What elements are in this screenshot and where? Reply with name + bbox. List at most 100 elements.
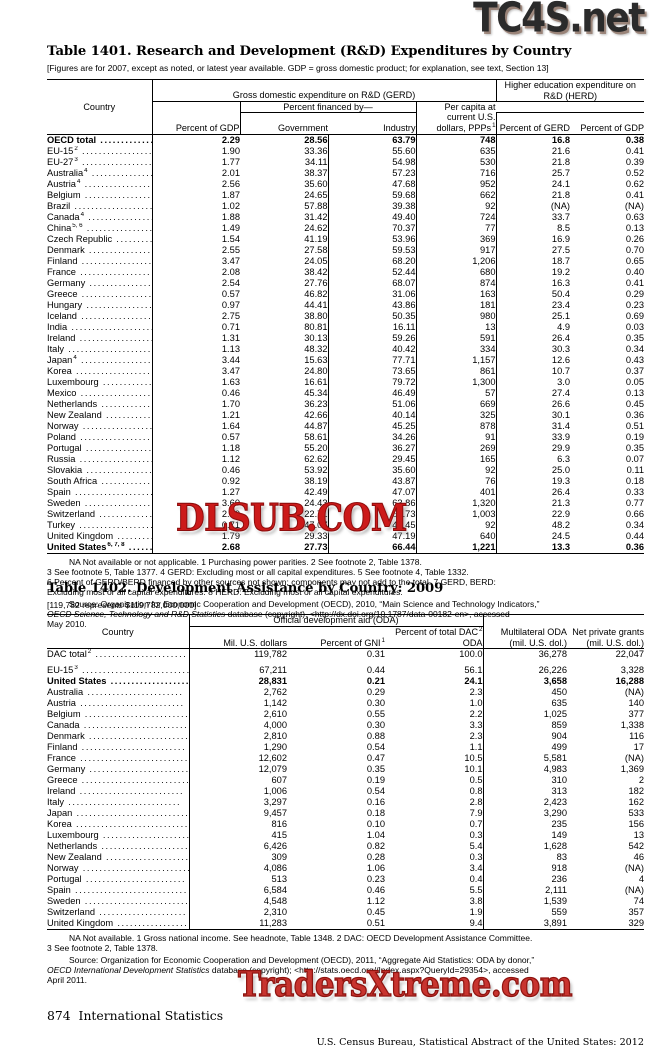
row-label: Korea ........................... — [47, 819, 189, 830]
table-cell: 30.3 — [495, 343, 571, 355]
table-row: Spain .....................1.27 42.4947.0… — [47, 486, 644, 498]
table-row: New Zealand ...............1.21 42.6640.1… — [47, 409, 644, 421]
leader-dots: ........................... — [71, 819, 189, 830]
table-cell: 13 — [415, 321, 497, 333]
col-header-per-capita: Per capita at current U.S. dollars, PPPs… — [415, 101, 497, 135]
table-cell: 15.63 — [304, 354, 328, 365]
leader-dots: ........................... — [72, 808, 189, 819]
row-label-text: Portugal — [47, 874, 82, 885]
row-label: Portugal ........................ — [47, 874, 189, 885]
table-row: Sweden .......................... 4,548 1.… — [47, 896, 644, 908]
table-cell: 21.6 — [495, 145, 571, 157]
table-cell: 1,539 — [482, 896, 567, 908]
leader-dots: ......................... — [75, 786, 185, 797]
table-cell: 0.63 — [625, 211, 645, 222]
col-header-government: Government — [239, 112, 328, 135]
table-cell: 55.60 — [327, 145, 416, 157]
row-label-text: Russia — [47, 453, 76, 464]
table-cell: 235 — [482, 819, 567, 831]
table-cell: 2.3 — [469, 731, 483, 742]
table-cell: 22,047 — [615, 649, 644, 660]
table-cell: 1.27 — [151, 486, 240, 498]
table-row: Turkey ....................0.71 47.0748.4… — [47, 519, 644, 531]
table-cell: 0.51 — [366, 918, 385, 929]
leader-dots: ............ — [116, 233, 152, 244]
table-cell: 724 — [415, 211, 497, 223]
leader-dots: .................. — [86, 464, 152, 475]
table-cell: 7.9 — [469, 808, 483, 819]
table-row: Ireland ................... 1.31 30.13 59.2… — [47, 332, 644, 344]
table-cell: 29.9 — [495, 442, 571, 454]
table-cell: 48.2 — [495, 519, 571, 531]
table-cell: 3,297 — [188, 797, 287, 809]
row-label: Greece .................... — [47, 289, 152, 300]
table-cell: 35.60 — [327, 464, 416, 476]
row-label: DAC total2 ...................... — [47, 649, 189, 661]
row-label: Czech Republic ............ — [47, 234, 152, 245]
table-cell: 0.3 — [469, 830, 483, 841]
spacer-cell — [188, 660, 287, 666]
row-label: Canada .......................... — [47, 720, 189, 731]
table-cell: (NA) — [624, 200, 645, 211]
table-cell: 11,283 — [188, 918, 287, 930]
table-cell: 41.19 — [304, 233, 328, 244]
row-label-text: Canada — [47, 720, 80, 731]
table-cell: 31.06 — [327, 288, 416, 300]
leader-dots: ................ — [100, 134, 152, 145]
table-cell: 0.13 — [625, 387, 645, 398]
leader-dots: ........................... — [70, 885, 188, 896]
table-cell: 44.41 — [304, 299, 328, 310]
table-cell: 1.1 — [469, 742, 483, 753]
table-cell: 36.23 — [304, 398, 328, 409]
table-cell: 0.21 — [366, 676, 385, 687]
leader-dots: .............. — [101, 475, 152, 486]
table-cell: 0.66 — [625, 508, 645, 519]
table-cell: 23.4 — [495, 299, 571, 311]
row-label-text: Luxembourg — [47, 830, 99, 841]
table-1402-body: DAC total2 ...................... 119,782… — [47, 648, 644, 930]
row-label: Greece .......................... — [47, 775, 189, 786]
table-cell: 22.71 — [304, 508, 328, 519]
table-cell: 0.29 — [366, 687, 385, 698]
table-cell: 401 — [415, 486, 497, 498]
table-cell: 43.87 — [327, 475, 416, 487]
col-header-pct-gni-sup: 1 — [381, 636, 385, 644]
leader-dots: ................... — [88, 244, 152, 255]
table-cell: 0.44 — [625, 530, 645, 541]
row-label-text: Sweden — [47, 896, 81, 907]
row-label-text: Denmark — [47, 244, 85, 255]
table-cell: 1.77 — [151, 156, 240, 168]
row-label: France .................... — [47, 267, 152, 278]
table-cell: 2 — [638, 775, 644, 786]
row-label: Spain ........................... — [47, 885, 189, 896]
row-label-text: United Kingdom — [47, 918, 114, 929]
table-cell: 56.1 — [464, 665, 483, 676]
page-number: 874 — [47, 1007, 71, 1023]
table-cell: 0.47 — [366, 753, 385, 764]
table-row: Portugal ........................ 513 0.23… — [47, 874, 644, 886]
table-cell: 4,086 — [188, 863, 287, 875]
row-label-text: China — [47, 222, 72, 233]
leader-dots: .................... — [80, 387, 152, 398]
table-cell: 1.06 — [366, 863, 385, 874]
table-cell: 24.62 — [304, 222, 328, 233]
row-label-text: Sweden — [47, 497, 81, 508]
table-cell: 329 — [628, 918, 644, 929]
row-label-text: Germany — [47, 277, 86, 288]
leader-dots: ......................... — [75, 698, 185, 709]
row-label-text: Norway — [47, 420, 79, 431]
table-cell: 4 — [638, 874, 644, 885]
row-label-text: Luxembourg — [47, 376, 99, 387]
watermark-tc4s: TC4S.net — [473, 0, 645, 43]
table-cell: 13.3 — [495, 541, 571, 553]
table-cell: 59.68 — [327, 189, 416, 201]
row-label-text: France — [47, 266, 76, 277]
col-group-herd: Higher education expenditure on R&D (HER… — [495, 79, 645, 102]
table-cell: 415 — [188, 830, 287, 842]
table-cell: 0.41 — [625, 277, 645, 288]
row-label-text: Japan — [47, 808, 73, 819]
table-cell: 0.57 — [151, 431, 240, 443]
row-label: Korea ..................... — [47, 366, 152, 377]
row-label: Sweden .................... — [47, 498, 152, 509]
table-row: Netherlands ...............1.70 36.2351.0… — [47, 398, 644, 410]
